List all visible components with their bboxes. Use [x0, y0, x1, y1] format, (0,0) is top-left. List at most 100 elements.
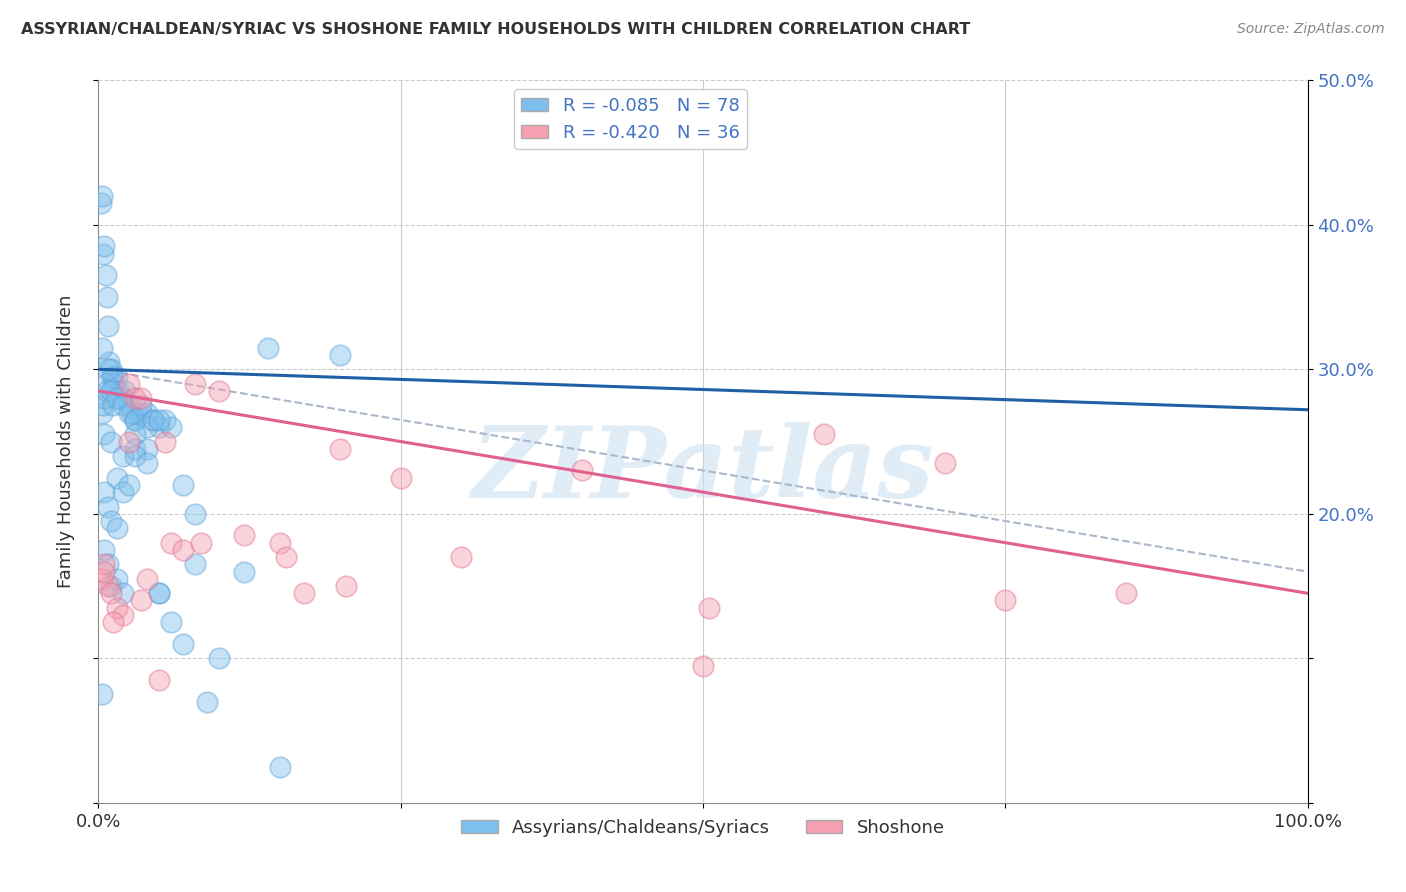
Point	[335, 579, 357, 593]
Point	[100, 514, 122, 528]
Point	[107, 384, 129, 398]
Point	[172, 478, 194, 492]
Point	[105, 369, 128, 384]
Legend: Assyrians/Chaldeans/Syriacs, Shoshone: Assyrians/Chaldeans/Syriacs, Shoshone	[454, 812, 952, 845]
Point	[91, 189, 114, 203]
Point	[208, 384, 231, 398]
Point	[100, 434, 122, 449]
Point	[111, 391, 134, 405]
Point	[94, 268, 117, 283]
Point	[232, 528, 254, 542]
Point	[329, 442, 352, 456]
Point	[91, 572, 114, 586]
Point	[697, 600, 720, 615]
Point	[135, 442, 157, 456]
Point	[96, 290, 118, 304]
Point	[124, 413, 146, 427]
Point	[91, 341, 114, 355]
Point	[274, 550, 297, 565]
Point	[160, 535, 183, 549]
Point	[124, 442, 146, 456]
Point	[93, 485, 115, 500]
Point	[148, 420, 170, 434]
Point	[118, 434, 141, 449]
Point	[184, 376, 207, 391]
Point	[97, 500, 120, 514]
Point	[91, 687, 114, 701]
Point	[105, 521, 128, 535]
Point	[105, 471, 128, 485]
Point	[118, 406, 141, 420]
Point	[934, 456, 956, 470]
Point	[90, 196, 112, 211]
Point	[105, 391, 128, 405]
Point	[127, 406, 149, 420]
Point	[124, 413, 146, 427]
Point	[93, 427, 115, 442]
Point	[111, 449, 134, 463]
Point	[105, 572, 128, 586]
Point	[172, 542, 194, 557]
Point	[108, 391, 131, 405]
Point	[232, 565, 254, 579]
Text: ASSYRIAN/CHALDEAN/SYRIAC VS SHOSHONE FAMILY HOUSEHOLDS WITH CHILDREN CORRELATION: ASSYRIAN/CHALDEAN/SYRIAC VS SHOSHONE FAM…	[21, 22, 970, 37]
Point	[111, 485, 134, 500]
Point	[96, 384, 118, 398]
Point	[100, 579, 122, 593]
Point	[256, 341, 278, 355]
Point	[1115, 586, 1137, 600]
Point	[184, 558, 207, 572]
Point	[118, 376, 141, 391]
Point	[129, 593, 152, 607]
Point	[93, 565, 115, 579]
Point	[93, 558, 115, 572]
Point	[148, 673, 170, 687]
Point	[114, 384, 136, 398]
Point	[160, 420, 183, 434]
Point	[100, 384, 122, 398]
Point	[329, 348, 352, 362]
Point	[93, 391, 115, 405]
Point	[105, 600, 128, 615]
Point	[195, 695, 218, 709]
Point	[692, 658, 714, 673]
Point	[100, 586, 122, 600]
Point	[93, 542, 115, 557]
Point	[121, 406, 143, 420]
Y-axis label: Family Households with Children: Family Households with Children	[56, 295, 75, 588]
Point	[93, 239, 115, 253]
Point	[98, 355, 121, 369]
Point	[208, 651, 231, 665]
Point	[124, 449, 146, 463]
Point	[190, 535, 212, 549]
Point	[160, 615, 183, 630]
Point	[111, 586, 134, 600]
Point	[184, 507, 207, 521]
Point	[148, 413, 170, 427]
Point	[135, 572, 157, 586]
Point	[142, 413, 165, 427]
Text: Source: ZipAtlas.com: Source: ZipAtlas.com	[1237, 22, 1385, 37]
Point	[97, 362, 120, 376]
Point	[100, 369, 122, 384]
Point	[129, 406, 152, 420]
Point	[111, 607, 134, 622]
Point	[994, 593, 1017, 607]
Point	[292, 586, 315, 600]
Point	[142, 413, 165, 427]
Point	[153, 413, 176, 427]
Point	[101, 369, 124, 384]
Point	[100, 362, 122, 376]
Point	[94, 376, 117, 391]
Point	[135, 406, 157, 420]
Text: ZIPatlas: ZIPatlas	[472, 422, 934, 518]
Point	[111, 398, 134, 412]
Point	[103, 376, 125, 391]
Point	[148, 586, 170, 600]
Point	[269, 760, 291, 774]
Point	[153, 434, 176, 449]
Point	[450, 550, 472, 565]
Point	[91, 398, 114, 412]
Point	[389, 471, 412, 485]
Point	[118, 478, 141, 492]
